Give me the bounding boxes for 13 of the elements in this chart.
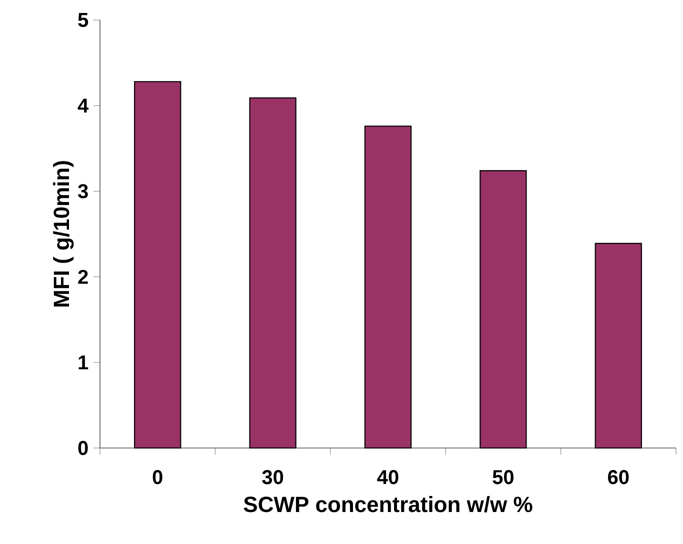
x-tick-label: 30 [262,470,284,484]
y-tick-label: 1 [78,356,88,370]
x-tick-label: 40 [377,470,398,484]
y-axis-title: MFI ( g/10min) [53,161,74,306]
y-tick-label: 0 [78,440,88,456]
y-tick-label: 5 [78,13,88,27]
x-tick-label: 0 [152,470,162,484]
y-tick-label: 2 [78,270,88,284]
x-axis-title: SCWP concentration w/w % [244,496,532,512]
x-tick-label: 50 [492,470,514,484]
y-tick-label: 3 [78,184,88,198]
y-tick-label: 4 [78,98,89,112]
x-tick-label: 60 [608,470,629,484]
